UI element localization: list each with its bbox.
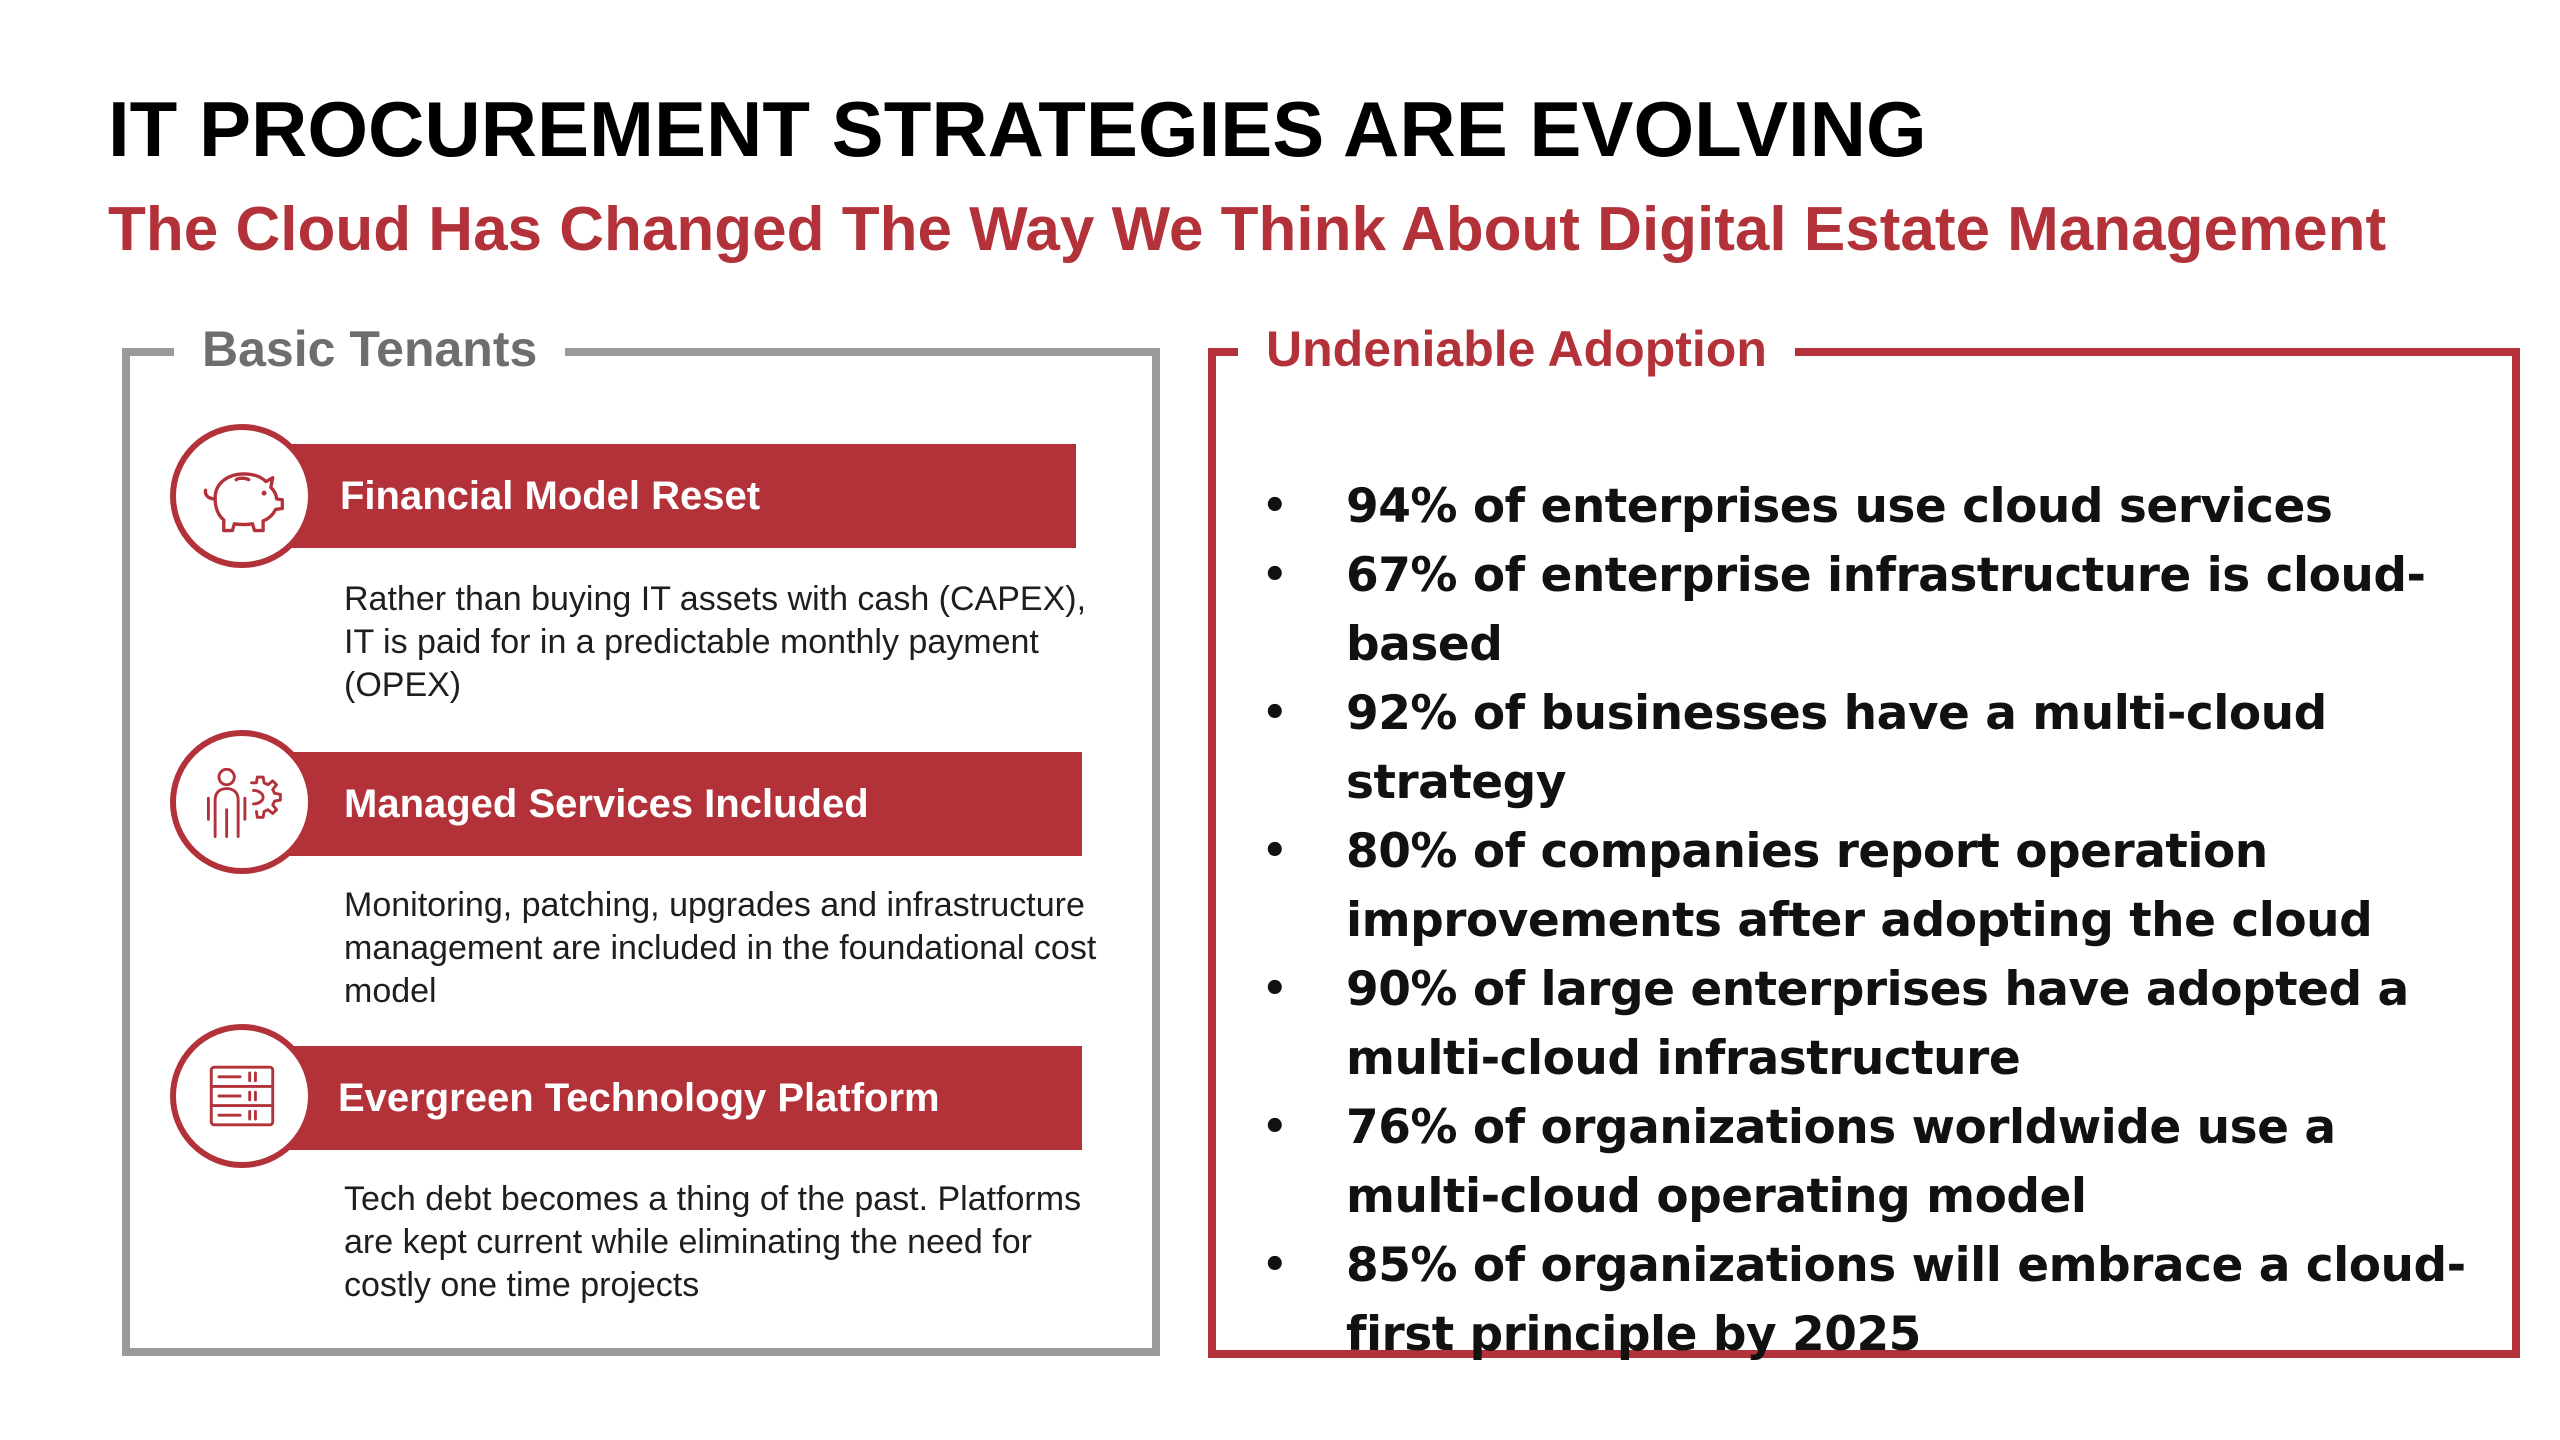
stat-text: 76% of organizations worldwide use a mul… (1346, 1100, 2336, 1224)
server-rack-icon (209, 1065, 275, 1127)
tenant-description: Tech debt becomes a thing of the past. P… (344, 1180, 1082, 1304)
list-item: • 92% of businesses have a multi-cloud s… (1254, 679, 2484, 817)
stat-text: 67% of enterprise infrastructure is clou… (1346, 548, 2426, 672)
bullet-icon: • (1262, 690, 1288, 736)
bullet-icon: • (1262, 1242, 1288, 1288)
list-item: • 67% of enterprise infrastructure is cl… (1254, 541, 2484, 679)
stat-text: 85% of organizations will embrace a clou… (1346, 1238, 2466, 1362)
tenant-bar-managed-services: Managed Services Included (254, 752, 1082, 856)
tenant-icon-circle (170, 424, 314, 568)
basic-tenants-heading: Basic Tenants (174, 314, 566, 384)
stat-text: 92% of businesses have a multi-cloud str… (1346, 686, 2327, 810)
tenant-description: Monitoring, patching, upgrades and infra… (344, 886, 1097, 1010)
tenant-label: Evergreen Technology Platform (338, 1076, 940, 1120)
tenant-bar-financial-model: Financial Model Reset (254, 444, 1076, 548)
tenant-description: Rather than buying IT assets with cash (… (344, 580, 1087, 704)
bullet-icon: • (1262, 966, 1288, 1012)
stat-text: 94% of enterprises use cloud services (1346, 479, 2333, 534)
page-subtitle: The Cloud Has Changed The Way We Think A… (108, 195, 2387, 264)
undeniable-adoption-panel (1208, 348, 2520, 1358)
tenant-icon-circle (170, 730, 314, 874)
list-item: • 80% of companies report operation impr… (1254, 817, 2484, 955)
list-item: • 94% of enterprises use cloud services (1254, 472, 2484, 541)
page-title: IT PROCUREMENT STRATEGIES ARE EVOLVING (108, 85, 1927, 173)
bullet-icon: • (1262, 1104, 1288, 1150)
tenant-label: Managed Services Included (344, 782, 869, 826)
basic-tenants-panel (122, 348, 1160, 1356)
undeniable-adoption-heading: Undeniable Adoption (1238, 314, 1795, 384)
list-item: • 76% of organizations worldwide use a m… (1254, 1093, 2484, 1231)
bullet-icon: • (1262, 483, 1288, 529)
bullet-icon: • (1262, 552, 1288, 598)
bullet-icon: • (1262, 828, 1288, 874)
tenant-label: Financial Model Reset (340, 474, 761, 518)
stat-text: 90% of large enterprises have adopted a … (1346, 962, 2409, 1086)
piggy-bank-icon (203, 472, 284, 533)
stat-text: 80% of companies report operation improv… (1346, 824, 2373, 948)
list-item: • 90% of large enterprises have adopted … (1254, 955, 2484, 1093)
person-gear-icon (206, 767, 282, 838)
adoption-stats-list: • 94% of enterprises use cloud services … (1254, 472, 2484, 1369)
tenant-icon-circle (170, 1024, 314, 1168)
list-item: • 85% of organizations will embrace a cl… (1254, 1231, 2484, 1369)
tenant-bar-evergreen-platform: Evergreen Technology Platform (254, 1046, 1082, 1150)
